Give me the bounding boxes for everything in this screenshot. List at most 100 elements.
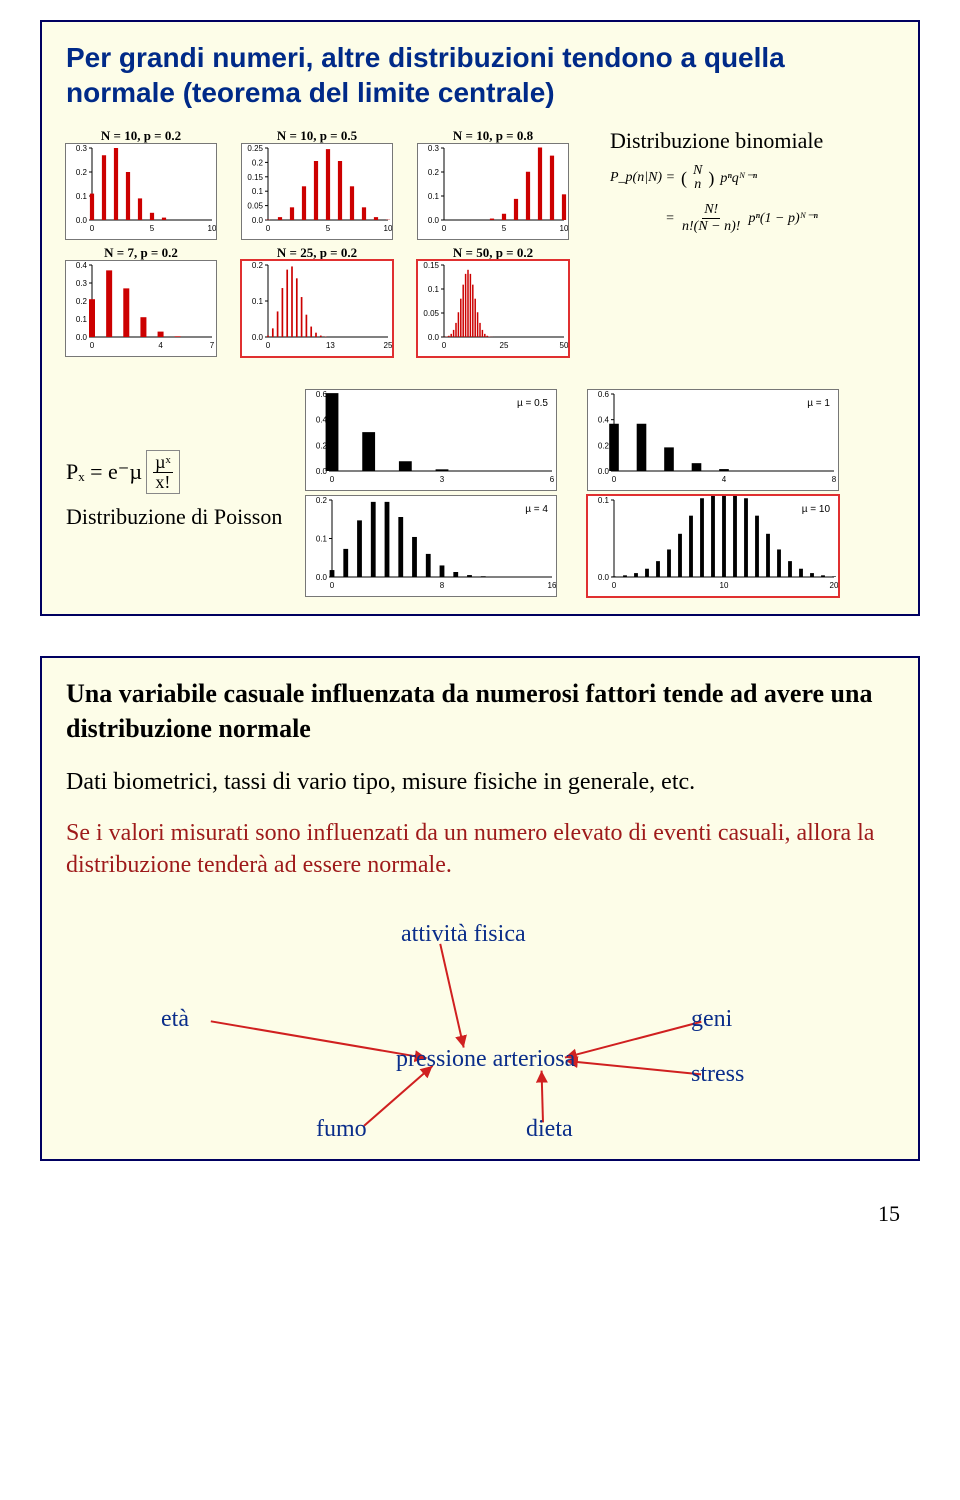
chart-label: N = 7, p = 0.2 — [104, 245, 178, 261]
svg-text:0.25: 0.25 — [247, 144, 263, 153]
chart-label: N = 10, p = 0.2 — [101, 128, 181, 144]
binomial-label: Distribuzione binomiale — [610, 128, 823, 154]
binom-top: N — [693, 164, 702, 178]
poisson-frac-top: µˣ — [153, 453, 173, 473]
svg-text:0.2: 0.2 — [316, 496, 328, 505]
svg-text:0.1: 0.1 — [76, 192, 88, 201]
svg-text:0: 0 — [266, 224, 271, 233]
binomial-row: N = 10, p = 0.2 0.0 0.1 0.2 0.3 0 5 10 N = 10, p… — [66, 128, 894, 356]
svg-text:10: 10 — [720, 581, 729, 590]
page-number: 15 — [40, 1201, 920, 1227]
binom-eq2: = — [610, 211, 674, 227]
svg-text:µ = 1: µ = 1 — [807, 398, 830, 409]
chart-label: N = 25, p = 0.2 — [277, 245, 357, 261]
svg-text:4: 4 — [158, 341, 163, 350]
svg-text:10: 10 — [560, 224, 568, 233]
chart-label: N = 10, p = 0.5 — [277, 128, 357, 144]
svg-text:16: 16 — [548, 581, 556, 590]
chart-cell: 0.00.20.40.6048µ = 1 — [588, 390, 838, 490]
poisson-row: Pₓ = e⁻µ µˣ x! Distribuzione di Poisson … — [66, 390, 894, 596]
svg-text:5: 5 — [502, 224, 507, 233]
chart-cell: N = 10, p = 0.20.00.10.20.30510 — [66, 128, 216, 239]
panel2-heading: Una variabile casuale influenzata da num… — [66, 676, 894, 746]
mini-chart: 0.00.10.20.30510 — [66, 144, 216, 234]
svg-text:0.05: 0.05 — [423, 309, 439, 318]
svg-text:10: 10 — [208, 224, 216, 233]
poisson-frac-bot: x! — [153, 473, 172, 492]
svg-text:0.2: 0.2 — [428, 168, 440, 177]
poisson-charts-grid: 0.00.20.40.6036µ = 0.50.00.20.40.6048µ =… — [306, 390, 850, 596]
factors-diagram: pressione arteriosaetàattività fisicagen… — [66, 911, 886, 1141]
chart-label: N = 10, p = 0.8 — [453, 128, 533, 144]
mini-chart: 0.00.20.40.6036µ = 0.5 — [306, 390, 556, 485]
chart-cell: N = 10, p = 0.50.00.050.10.150.20.250510 — [242, 128, 392, 239]
svg-text:0.1: 0.1 — [252, 297, 264, 306]
svg-text:0: 0 — [612, 475, 617, 484]
svg-text:µ = 10: µ = 10 — [802, 504, 831, 515]
diagram-node-fumo: fumo — [316, 1116, 367, 1143]
chart-cell: N = 25, p = 0.20.00.10.201325 — [242, 245, 392, 356]
svg-text:0.0: 0.0 — [598, 467, 610, 476]
svg-text:µ = 4: µ = 4 — [525, 504, 548, 515]
mini-chart: 0.00.050.10.1502550 — [418, 261, 568, 351]
diagram-node-attivita: attività fisica — [401, 921, 526, 948]
svg-text:6: 6 — [550, 475, 555, 484]
chart-cell: N = 10, p = 0.80.00.10.20.30510 — [418, 128, 568, 239]
diagram-node-stress: stress — [691, 1061, 744, 1088]
binom-f2-top: N! — [702, 202, 720, 219]
mini-chart: 0.00.10.20.30.4047 — [66, 261, 216, 351]
chart-cell: N = 50, p = 0.20.00.050.10.1502550 — [418, 245, 568, 356]
svg-text:0.3: 0.3 — [76, 279, 88, 288]
poisson-label: Distribuzione di Poisson — [66, 504, 306, 530]
binom-tail2: pⁿ(1 − p)ᴺ⁻ⁿ — [748, 210, 817, 227]
svg-text:0.15: 0.15 — [247, 173, 263, 182]
svg-text:0.1: 0.1 — [428, 192, 440, 201]
panel-normal-variable: Una variabile casuale influenzata da num… — [40, 656, 920, 1161]
svg-text:0: 0 — [266, 341, 271, 350]
svg-text:0: 0 — [90, 224, 95, 233]
mini-chart: 0.00.10.201325 — [242, 261, 392, 351]
mini-chart: 0.00.20.40.6048µ = 1 — [588, 390, 838, 485]
panel2-para2: Se i valori misurati sono influenzati da… — [66, 817, 894, 882]
svg-text:25: 25 — [384, 341, 392, 350]
svg-text:0.0: 0.0 — [76, 333, 88, 342]
svg-text:0.4: 0.4 — [76, 261, 88, 270]
svg-text:0: 0 — [612, 581, 617, 590]
svg-text:20: 20 — [830, 581, 838, 590]
svg-text:7: 7 — [210, 341, 215, 350]
mini-chart: 0.00.050.10.150.20.250510 — [242, 144, 392, 234]
svg-text:0.1: 0.1 — [252, 187, 264, 196]
svg-text:0.1: 0.1 — [316, 535, 328, 544]
panel1-title: Per grandi numeri, altre distribuzioni t… — [66, 40, 894, 110]
svg-text:0.2: 0.2 — [598, 441, 610, 450]
svg-text:8: 8 — [832, 475, 837, 484]
mini-chart: 0.00.101020µ = 10 — [588, 496, 838, 591]
chart-cell: N = 7, p = 0.20.00.10.20.30.4047 — [66, 245, 216, 356]
mini-chart: 0.00.10.20.30510 — [418, 144, 568, 234]
binomial-side: Distribuzione binomiale P_p(n|N) = ( N n… — [610, 128, 823, 235]
svg-text:0.0: 0.0 — [252, 216, 264, 225]
panel2-para1: Dati biometrici, tassi di vario tipo, mi… — [66, 766, 894, 798]
svg-text:0: 0 — [442, 224, 447, 233]
diagram-node-dieta: dieta — [526, 1116, 573, 1143]
svg-text:0.2: 0.2 — [76, 297, 88, 306]
binom-f2-bot: n!(N − n)! — [680, 219, 742, 235]
poisson-formula-block: Pₓ = e⁻µ µˣ x! Distribuzione di Poisson — [66, 450, 306, 537]
svg-text:0: 0 — [330, 475, 335, 484]
svg-text:0.0: 0.0 — [428, 333, 440, 342]
binom-tail: pⁿqᴺ⁻ⁿ — [720, 170, 757, 187]
svg-text:0.0: 0.0 — [252, 333, 264, 342]
svg-text:0: 0 — [330, 581, 335, 590]
chart-cell: 0.00.101020µ = 10 — [588, 496, 838, 596]
svg-text:0.0: 0.0 — [316, 573, 328, 582]
poisson-formula: Pₓ = e⁻µ µˣ x! — [66, 450, 184, 495]
svg-text:0.2: 0.2 — [76, 168, 88, 177]
chart-label: N = 50, p = 0.2 — [453, 245, 533, 261]
svg-text:0.1: 0.1 — [598, 496, 610, 505]
svg-text:25: 25 — [500, 341, 509, 350]
svg-text:0.15: 0.15 — [423, 261, 439, 270]
svg-text:0.2: 0.2 — [252, 261, 264, 270]
svg-text:µ = 0.5: µ = 0.5 — [517, 398, 548, 409]
binomial-formula: P_p(n|N) = ( N n ) pⁿqᴺ⁻ⁿ = — [610, 164, 823, 235]
svg-text:5: 5 — [326, 224, 331, 233]
